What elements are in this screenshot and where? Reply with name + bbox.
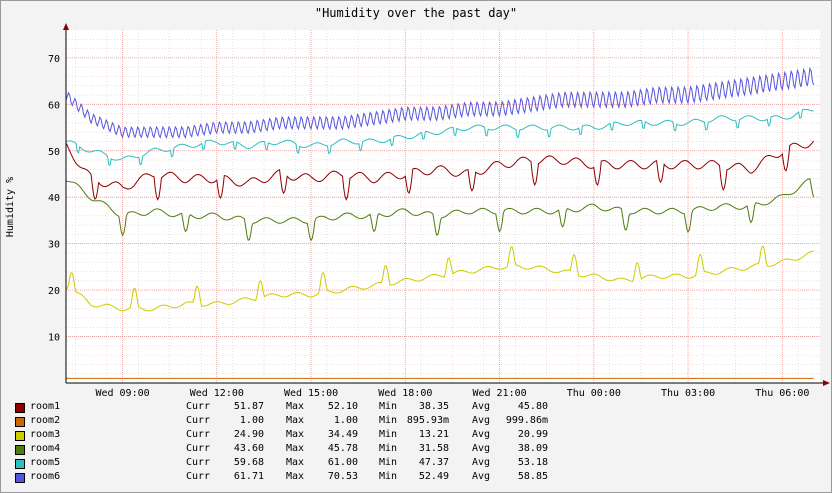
legend-min-label: Min [379,471,398,482]
legend-curr-value: 43.60 [233,443,264,454]
legend-min-value: 895.93m [406,415,449,426]
legend-row: room4 Curr 43.60 Max 45.78 Min 31.58 Avg 38.09 [0,443,832,457]
legend-max-value: 1.00 [333,415,358,426]
legend-max-label: Max [286,401,305,412]
series-line-room6 [65,66,815,139]
legend-swatch [15,417,25,427]
legend-series-name: room6 [30,471,61,482]
legend-max-value: 52.10 [327,401,358,412]
legend-min-value: 52.49 [418,471,449,482]
y-tick-label: 10 [48,333,60,344]
x-tick-label: Wed 09:00 [95,388,149,399]
y-axis-arrow [63,23,69,30]
x-tick-label: Wed 21:00 [472,388,526,399]
legend-swatch [15,445,25,455]
x-tick-label: Thu 03:00 [661,388,715,399]
y-tick-label: 40 [48,193,60,204]
legend-avg-label: Avg [472,429,491,440]
legend-avg-label: Avg [472,443,491,454]
legend-max-label: Max [286,443,305,454]
series-line-room3 [65,245,814,312]
legend-swatch [15,431,25,441]
x-tick-label: Wed 12:00 [190,388,244,399]
y-tick-label: 70 [48,54,60,65]
legend-curr-label: Curr [186,457,211,468]
legend-curr-value: 51.87 [233,401,264,412]
legend-min-label: Min [379,429,398,440]
legend-series-name: room3 [30,429,61,440]
legend-row: room6 Curr 61.71 Max 70.53 Min 52.49 Avg 58.85 [0,471,832,485]
legend-avg-value: 53.18 [517,457,548,468]
series-line-room1 [65,140,815,201]
legend-series-name: room2 [30,415,61,426]
legend-curr-label: Curr [186,415,211,426]
x-tick-label: Wed 15:00 [284,388,338,399]
legend-avg-label: Avg [472,415,491,426]
legend-avg-label: Avg [472,471,491,482]
legend-min-label: Min [379,443,398,454]
y-tick-label: 50 [48,147,60,158]
legend-curr-value: 59.68 [233,457,264,468]
legend-max-label: Max [286,457,305,468]
legend-row: room3 Curr 24.90 Max 34.49 Min 13.21 Avg 20.99 [0,429,832,443]
legend-curr-label: Curr [186,471,211,482]
legend-row: room1 Curr 51.87 Max 52.10 Min 38.35 Avg 45.80 [0,401,832,415]
legend-max-value: 61.00 [327,457,358,468]
legend-swatch [15,473,25,483]
x-tick-label: Thu 00:00 [567,388,621,399]
legend-curr-label: Curr [186,401,211,412]
legend-min-label: Min [379,401,398,412]
legend-swatch [15,459,25,469]
chart-title: "Humidity over the past day" [315,6,517,20]
x-axis-arrow [823,380,830,386]
legend-curr-value: 24.90 [233,429,264,440]
legend-curr-value: 61.71 [233,471,264,482]
legend-min-value: 31.58 [418,443,449,454]
legend-avg-value: 45.80 [517,401,548,412]
y-axis-label: Humidity % [5,177,16,237]
legend-max-label: Max [286,471,305,482]
legend-row: room5 Curr 59.68 Max 61.00 Min 47.37 Avg 53.18 [0,457,832,471]
legend-min-label: Min [379,457,398,468]
y-tick-label: 30 [48,240,60,251]
legend-max-value: 34.49 [327,429,358,440]
legend-curr-label: Curr [186,443,211,454]
legend-min-label: Min [379,415,398,426]
y-tick-label: 20 [48,286,60,297]
legend-avg-label: Avg [472,401,491,412]
legend-min-value: 13.21 [418,429,449,440]
legend-avg-value: 20.99 [517,429,548,440]
legend-min-value: 38.35 [418,401,449,412]
legend-avg-value: 38.09 [517,443,548,454]
legend-series-name: room5 [30,457,61,468]
legend-swatch [15,403,25,413]
legend-max-label: Max [286,415,305,426]
legend-curr-value: 1.00 [239,415,264,426]
legend-series-name: room4 [30,443,61,454]
legend-curr-label: Curr [186,429,211,440]
x-tick-label: Thu 06:00 [755,388,809,399]
legend-series-name: room1 [30,401,61,412]
y-tick-label: 60 [48,100,60,111]
series-line-room4 [65,178,815,242]
legend-avg-label: Avg [472,457,491,468]
legend-row: room2 Curr 1.00 Max 1.00 Min 895.93m Avg 999.86m [0,415,832,429]
legend-max-value: 70.53 [327,471,358,482]
legend-max-value: 45.78 [327,443,358,454]
legend-avg-value: 58.85 [517,471,548,482]
legend-max-label: Max [286,429,305,440]
legend-min-value: 47.37 [418,457,449,468]
x-tick-label: Wed 18:00 [378,388,432,399]
series-line-room5 [65,108,814,167]
legend-avg-value: 999.86m [505,415,548,426]
